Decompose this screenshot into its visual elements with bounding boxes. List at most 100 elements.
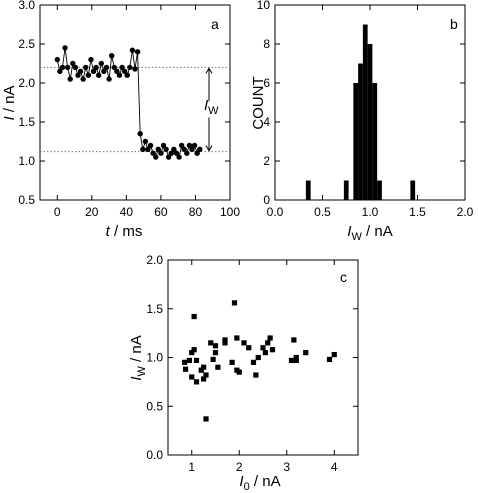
panel-c-x-tick-label: 4 [331,460,338,474]
panel-a-label: a [211,16,219,32]
panel-c-x-label: I0 / nA [239,473,280,493]
panel-c-data-point [222,340,228,346]
panel-c-data-point [331,351,337,358]
panel-c-y-tick-label: 1.5 [146,302,163,316]
panel-a-data-point [165,154,172,160]
panel-a-data-point [75,72,81,78]
panel-b-bar [362,24,368,200]
panel-c-data-point [212,350,219,356]
panel-c-data-point [262,350,268,356]
panel-c-data-point [212,343,219,349]
panel-c-data-point [269,347,276,353]
panel-c-data-point [293,354,299,361]
panel-b-bar [353,83,359,200]
panel-a-y-tick-label: 2.5 [18,37,35,51]
panel-c-data-point [208,340,214,346]
panel-a-x-tick-label: 0 [54,205,61,219]
panel-c-data-point [203,372,209,378]
panel-b-bar [377,180,382,200]
panel-b-bar [358,63,363,200]
panel-a-y-tick-label: 0.5 [18,193,35,207]
panel-c-data-point [215,364,221,370]
panel-a-data-point [101,68,107,75]
panel-b-marks: 0.0 0.5 1.0 1.5 2.0 0 2 4 6 8 10 [257,0,474,219]
panel-c-y-tick-label: 0.5 [146,399,163,413]
panel-b-bar [343,180,349,200]
panel-a-iw-var: I [204,97,208,114]
panel-c-data-point [229,359,235,365]
panel-c-data-point [234,335,240,341]
panel-a-series-line [56,47,201,159]
panel-a-data-point [96,72,102,78]
panel-c-data-point [241,340,247,346]
panel-b-bar [305,180,311,200]
panel-b-bar [410,180,416,200]
panel-a-data-point [111,64,117,71]
panel-b-x-tick-label: 0.0 [267,205,284,219]
panel-a-data-point [116,72,123,78]
panel-a-iw-sub: W [208,105,219,117]
panel-a-data-point [132,66,138,72]
panel-c-data-point [201,376,207,382]
panel-c-data-point [291,337,297,343]
panel-b-x-tick-label: 0.5 [314,205,331,219]
panel-a-data-point [160,142,167,149]
panel-a-data-point [80,76,86,82]
panel-b-y-tick-label: 2 [263,154,270,168]
panel-c-y-sub: W [136,366,148,377]
panel-c-x-tick-label: 3 [283,460,290,474]
panel-c-data-point [265,340,271,346]
panel-c-marks: 1 2 3 4 0.0 0.5 1.0 1.5 2.0 [146,253,358,474]
panel-a-data-point [93,64,99,71]
panel-a-data-point [121,68,128,75]
panel-b-x-tick-label: 2.0 [457,205,474,219]
panel-a-data-point [194,150,200,156]
panel-c-data-point [182,359,188,365]
panel-a-data-point [140,146,146,152]
panel-c-data-point [250,359,257,365]
panel-a-data-point [59,64,66,71]
panel-a-data-point [88,56,94,63]
panel-a-data-point [124,72,130,78]
panel-a-data-point [145,146,151,152]
panel-a-data-point [103,64,110,71]
panel-c-data-point [186,357,192,364]
panel-a-x-tick-label: 20 [85,205,99,219]
panel-c-x-tick-label: 1 [188,460,195,474]
panel-a-x-tick-label: 60 [154,205,168,219]
panel-a-data-point [119,64,125,71]
panel-a-data-point [191,142,198,149]
panel-b-y-tick-label: 4 [263,115,270,129]
panel-a-x-tick-label: 100 [220,205,240,219]
panel-c-y-label: IW / nA [128,335,148,380]
panel-a-data-point [83,64,89,71]
panel-a-data-point [184,150,190,156]
panel-c-data-point [236,369,242,375]
panel-b-x-tick-label: 1.0 [362,205,379,219]
panel-a-data-point [171,146,177,152]
panel-a-data-point [155,146,162,152]
panel-a-data-point [64,64,71,71]
panel-a-data-point [158,150,164,156]
panel-a-data-point [85,72,92,78]
panel-a-y-tick-label: 3.0 [18,0,35,12]
panel-c-y-tick-label: 1.0 [146,351,163,365]
panel-b-bar [372,83,378,200]
panel-b-y-tick-label: 8 [263,37,270,51]
panel-a-arrowhead-down [205,145,213,152]
panel-a-frame [39,4,231,201]
panel-a-data-point [137,131,143,137]
panel-b-y-tick-label: 0 [263,193,270,207]
panel-a-marks: 0 20 40 60 80 100 0.5 1.0 1.5 2.0 2.5 3.0 [18,0,240,219]
panel-b-y-tick-label: 6 [263,76,270,90]
panel-c-data-point [303,350,309,356]
panel-c-y-unit: / nA [128,335,145,366]
panel-b-bar [367,44,373,200]
panel-c-data-point [246,345,252,351]
panel-a-data-point [147,142,154,149]
panel-a-y-var: I [1,116,18,120]
panel-a-data-point [77,68,84,75]
panel-a-data-point [72,64,79,71]
panel-a-y-tick-label: 1.5 [18,115,35,129]
